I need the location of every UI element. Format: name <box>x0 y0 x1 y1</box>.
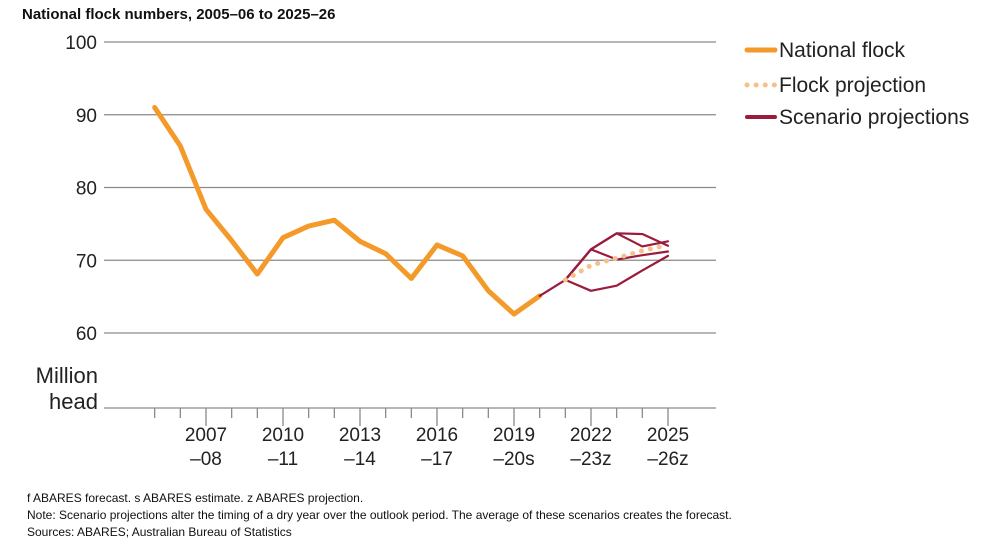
x-tick-sublabel-2022: –23z <box>570 449 611 470</box>
y-axis-label-line1: Million <box>36 363 98 388</box>
x-tick-label-2019: 2019 <box>493 425 535 446</box>
y-tick-label-90: 90 <box>76 106 97 127</box>
x-axis: 2007 –08 2010 –11 2013 –14 2016 –17 2019 –20s 2022… <box>104 407 716 470</box>
y-tick-label-60: 60 <box>76 324 97 345</box>
series-scenario-projection-1 <box>538 278 567 297</box>
x-tick-label-2007: 2007 <box>185 425 227 446</box>
y-tick-label-70: 70 <box>76 251 97 272</box>
footnote-note: Note: Scenario projections alter the tim… <box>27 508 732 522</box>
x-tick-label-2010: 2010 <box>262 425 304 446</box>
series-national-flock <box>152 104 543 317</box>
legend: National flock Flock projection Scenario p… <box>744 39 969 129</box>
series-scenario-projection-5 <box>564 254 670 292</box>
chart-title: National flock numbers, 2005–06 to 2025–… <box>22 6 336 23</box>
x-tick-sublabel-2016: –17 <box>421 449 453 470</box>
x-tick-label-2025: 2025 <box>647 425 689 446</box>
x-tick-sublabel-2019: –20s <box>493 449 534 470</box>
footnote-sources: Sources: ABARES; Australian Bureau of St… <box>27 525 292 539</box>
footnotes: f ABARES forecast. s ABARES estimate. z … <box>27 490 732 541</box>
grid-lines <box>104 41 716 334</box>
x-tick-sublabel-2013: –14 <box>344 449 376 470</box>
x-tick-sublabel-2010: –11 <box>268 449 298 470</box>
x-tick-sublabel-2007: –08 <box>190 449 222 470</box>
x-tick-label-2022: 2022 <box>570 425 612 446</box>
x-tick-label-2013: 2013 <box>339 425 381 446</box>
footnote-abbreviations: f ABARES forecast. s ABARES estimate. z … <box>27 491 364 505</box>
series-flock-projection <box>562 242 671 283</box>
x-tick-label-2016: 2016 <box>416 425 458 446</box>
y-axis-label-line2: head <box>49 389 98 414</box>
series-lines <box>152 104 671 317</box>
x-tick-sublabel-2025: –26z <box>647 449 688 470</box>
y-tick-label-100: 100 <box>65 33 97 54</box>
legend-flock-projection-label: Flock projection <box>779 74 926 97</box>
legend-national-flock-label: National flock <box>779 39 906 62</box>
y-tick-label-80: 80 <box>76 179 97 200</box>
legend-scenario-projections-label: Scenario projections <box>779 106 969 129</box>
